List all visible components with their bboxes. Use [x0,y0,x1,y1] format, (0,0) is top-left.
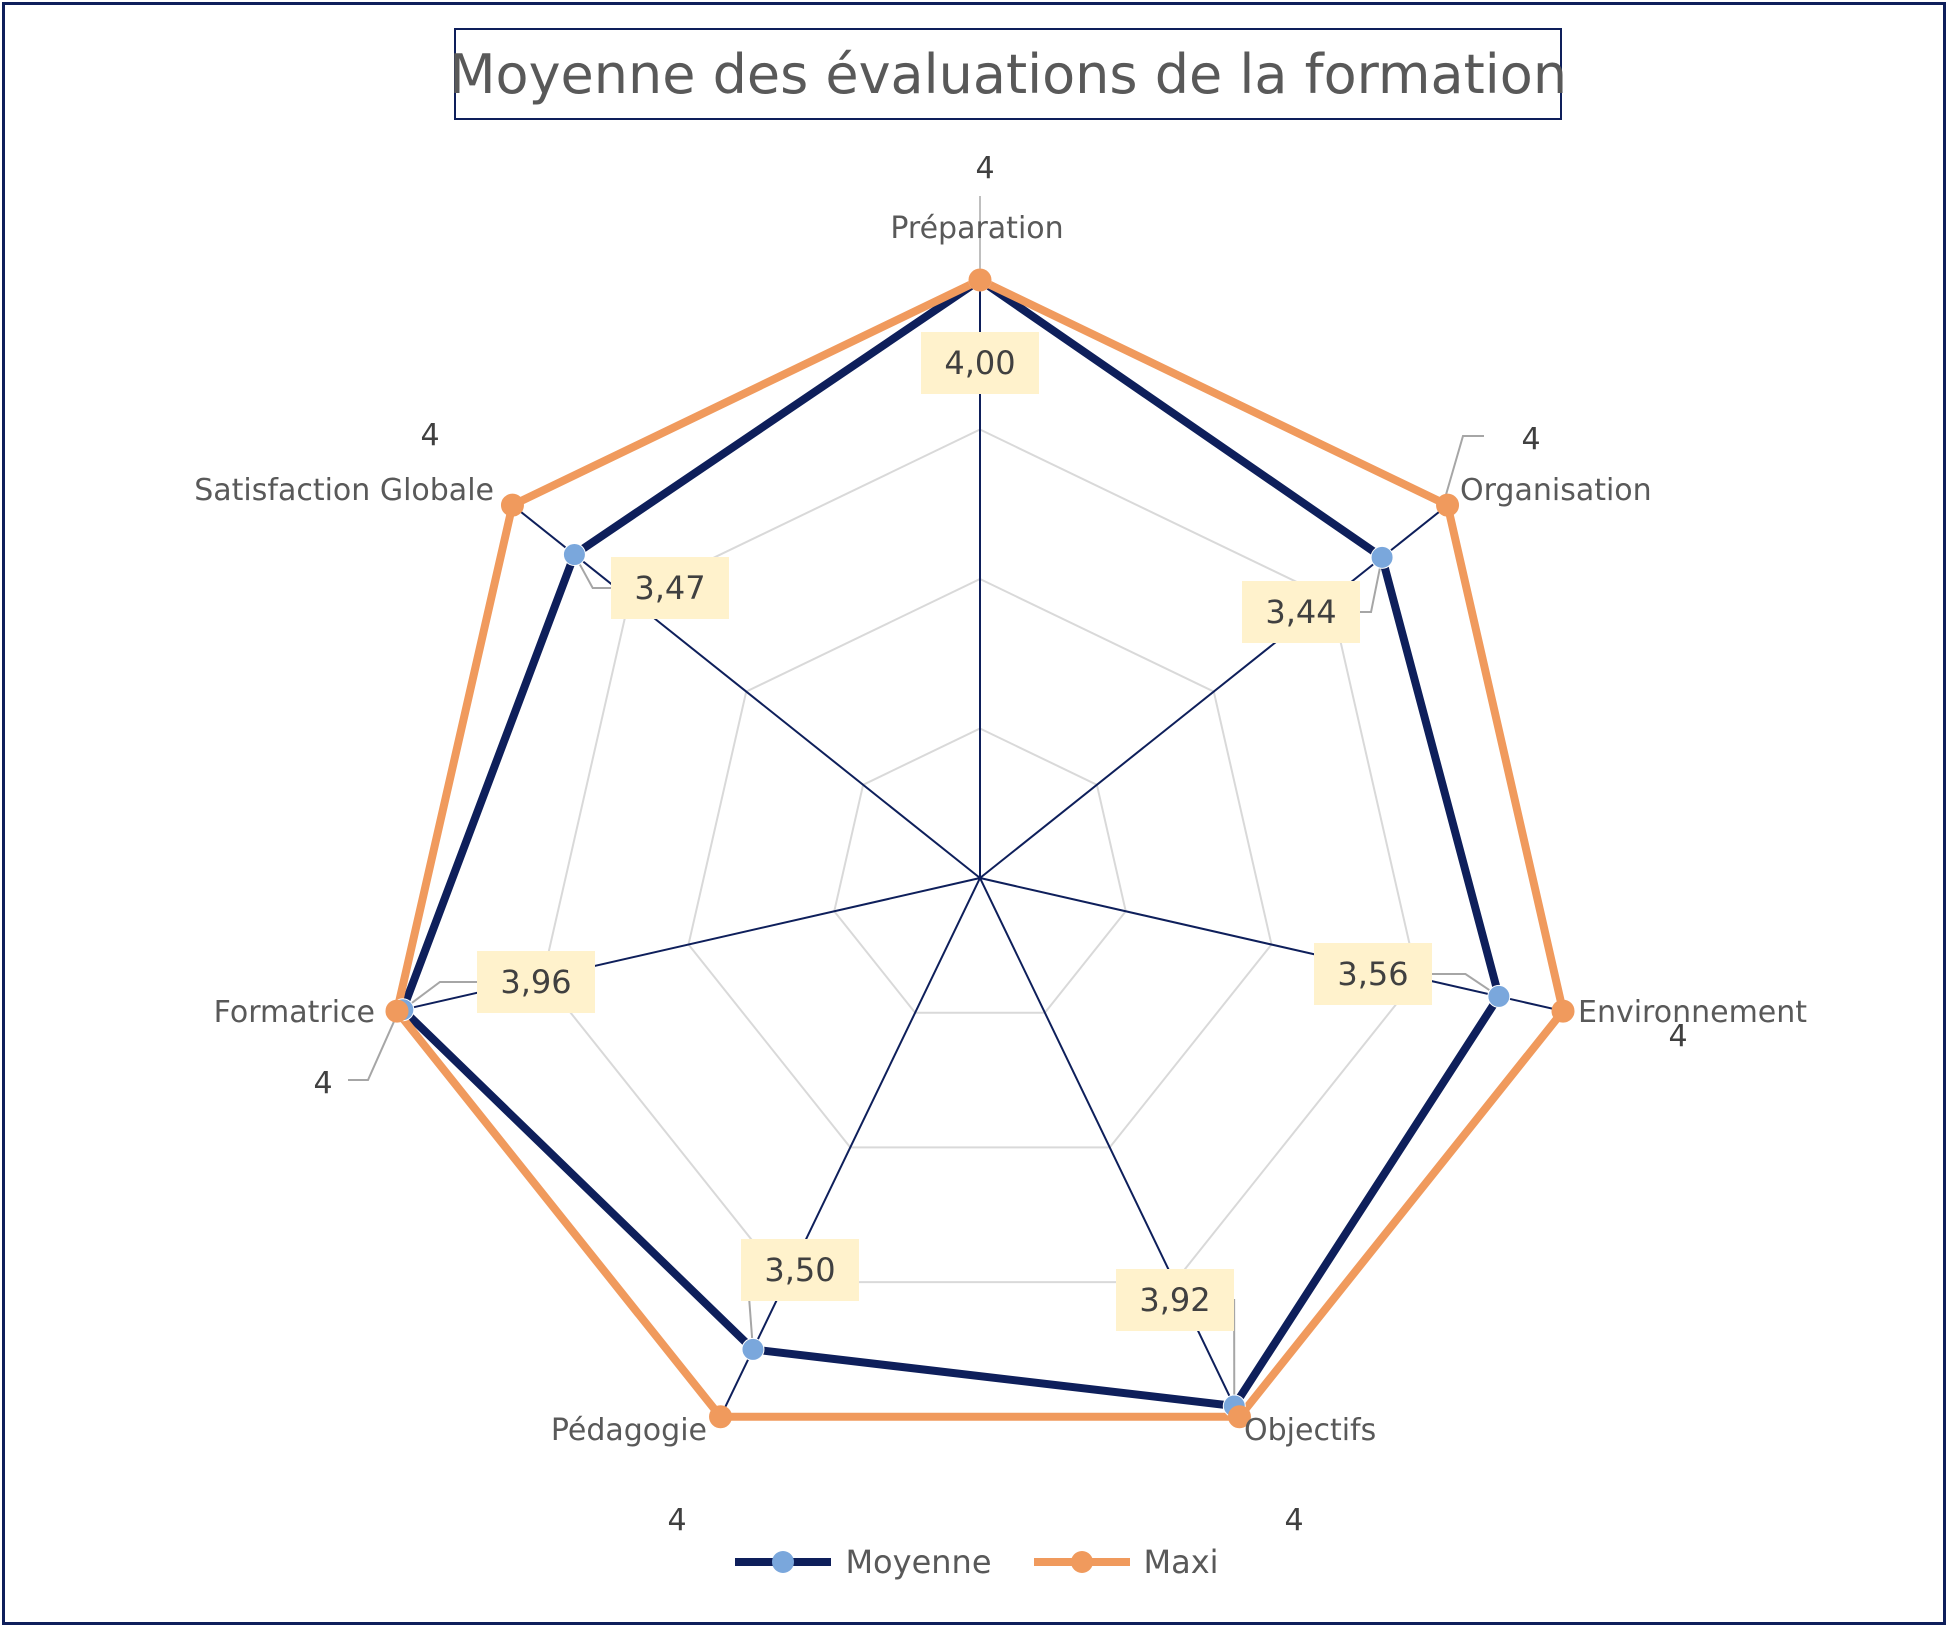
data-label-maxi-preparation: 4 [975,151,994,186]
gridline-3 [541,428,1419,1284]
data-label-box-moyenne-preparation [921,332,1039,394]
data-label-moyenne-organisation: 3,44 [1265,593,1336,631]
leader-line-moyenne-satisfaction-globale [573,554,611,589]
leader-line-moyenne-organisation [1360,557,1384,613]
marker-maxi-formatrice[interactable] [385,999,409,1023]
data-label-maxi-organisation: 4 [1521,422,1540,457]
data-label-moyenne-environnement: 3,56 [1337,955,1408,993]
data-label-box-moyenne-pedagogie [741,1239,859,1301]
marker-maxi-organisation[interactable] [1436,493,1460,517]
data-label-box-moyenne-formatrice [477,951,595,1013]
legend-item-moyenne[interactable]: Moyenne [733,1543,992,1581]
marker-maxi-objectifs[interactable] [1227,1405,1251,1429]
marker-maxi-preparation[interactable] [968,268,992,292]
leader-line-moyenne-formatrice [402,981,477,1011]
marker-moyenne-pedagogie[interactable] [741,1337,765,1361]
marker-maxi-pedagogie[interactable] [709,1405,733,1429]
category-label-formatrice: Formatrice [214,995,375,1030]
data-label-maxi-objectifs: 4 [1284,1503,1303,1538]
axis-satisfaction-globale [511,504,981,879]
legend-swatch-moyenne [735,1551,832,1573]
axis-environnement [979,877,1564,1013]
category-label-environnement: Environnement [1578,995,1807,1030]
leader-line-moyenne-environnement [1432,973,1500,998]
data-label-box-moyenne-organisation [1242,581,1360,643]
leader-line-maxi-0 [1442,435,1484,506]
data-label-maxi-formatrice: 4 [313,1066,332,1101]
chart-title: Moyenne des évaluations de la formation [448,42,1568,106]
legend-label-maxi: Maxi [1143,1543,1219,1581]
category-label-satisfaction-globale: Satisfaction Globale [194,473,494,508]
legend-label-moyenne: Moyenne [845,1543,992,1581]
radar-markers [385,268,1575,1429]
axis-pedagogie [719,877,981,1418]
series-line-moyenne [398,276,1503,1411]
data-label-moyenne-pedagogie: 3,50 [764,1251,835,1289]
gridline-2 [687,577,1273,1149]
data-label-moyenne-objectifs: 3,92 [1139,1281,1210,1319]
data-label-box-moyenne-objectifs [1116,1269,1234,1331]
series-line-maxi [392,276,1568,1421]
category-label-preparation: Préparation [890,211,1063,246]
data-label-moyenne-preparation: 4,00 [944,344,1015,382]
category-label-objectifs: Objectifs [1244,1413,1376,1448]
category-label-organisation: Organisation [1460,473,1652,508]
data-label-maxi-satisfaction-globale: 4 [420,418,439,453]
marker-maxi-satisfaction-globale[interactable] [500,493,524,517]
legend-swatch-maxi [1033,1551,1130,1573]
leader-line-maxi-1 [348,1007,401,1081]
axis-organisation [979,504,1449,879]
data-label-moyenne-formatrice: 3,96 [500,963,571,1001]
radar-labels: Préparation Organisation Environnement Obje… [194,151,1807,1538]
data-label-maxi-pedagogie: 4 [667,1503,686,1538]
marker-moyenne-satisfaction-globale[interactable] [562,543,586,567]
data-label-box-moyenne-environnement [1314,943,1432,1005]
category-label-pedagogie: Pédagogie [551,1413,707,1448]
legend-item-maxi[interactable]: Maxi [1032,1543,1219,1581]
data-label-box-moyenne-satisfaction-globale [611,557,729,619]
data-label-maxi-environnement: 4 [1668,1019,1687,1054]
radar-series [392,276,1568,1421]
chart-title-box: Moyenne des évaluations de la formation [449,28,1567,120]
marker-maxi-environnement[interactable] [1551,999,1575,1023]
data-label-moyenne-satisfaction-globale: 3,47 [634,569,705,607]
legend: Moyenne Maxi [0,1532,1952,1592]
marker-moyenne-organisation[interactable] [1370,545,1394,569]
gridline-1 [833,727,1127,1014]
marker-moyenne-environnement[interactable] [1487,984,1511,1008]
